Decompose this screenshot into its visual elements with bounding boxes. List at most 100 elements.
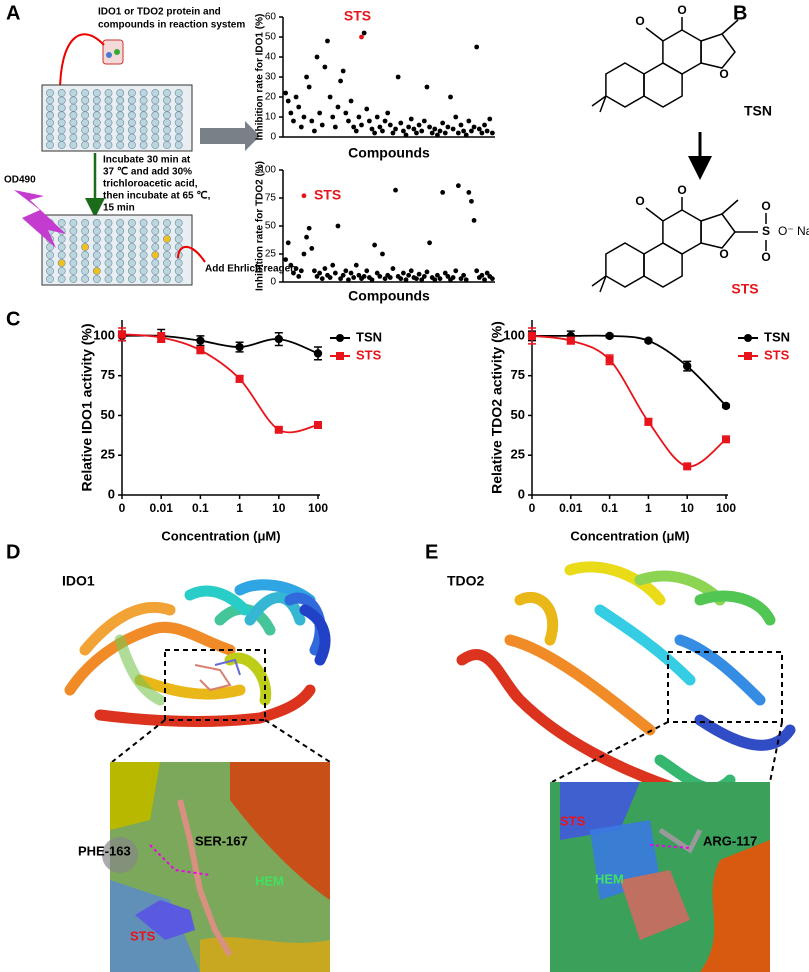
well — [69, 89, 78, 97]
atom: O — [677, 183, 686, 197]
well — [174, 259, 183, 267]
well — [69, 141, 78, 149]
well — [163, 133, 171, 142]
structure-name: STS — [731, 281, 758, 297]
point — [361, 30, 367, 36]
well — [139, 259, 148, 267]
point — [338, 276, 343, 282]
point — [440, 120, 446, 126]
well — [174, 126, 183, 135]
point — [448, 94, 453, 100]
reagent-text: Add Ehrlich'reagen — [205, 264, 296, 275]
y-tick-label: 75 — [511, 367, 525, 382]
well — [127, 141, 136, 149]
well — [104, 275, 113, 283]
point — [429, 130, 435, 136]
legend-label: STS — [764, 347, 790, 362]
point — [380, 251, 385, 257]
well — [104, 259, 113, 267]
point — [306, 84, 312, 90]
y-tick-label: 0 — [270, 277, 276, 288]
point — [482, 277, 487, 283]
point — [406, 272, 412, 278]
well — [92, 133, 101, 142]
marker — [235, 374, 244, 383]
point — [296, 104, 302, 110]
well — [69, 243, 78, 251]
well — [174, 96, 183, 105]
well — [151, 251, 160, 259]
legend-marker — [744, 352, 752, 360]
ligand — [620, 870, 690, 940]
protein-name: IDO1 — [62, 573, 95, 589]
point — [374, 114, 380, 120]
well — [139, 251, 148, 259]
point — [335, 223, 341, 229]
point — [469, 128, 474, 134]
point — [455, 183, 461, 189]
well — [81, 89, 89, 97]
marker — [196, 336, 205, 345]
point — [283, 90, 289, 96]
zoom-view — [102, 762, 330, 972]
well — [57, 118, 66, 127]
point — [435, 272, 440, 278]
zoom-view — [550, 782, 770, 972]
point — [442, 270, 448, 276]
well — [69, 118, 78, 127]
point — [437, 128, 443, 134]
marker — [683, 361, 692, 371]
point — [453, 268, 459, 274]
wells — [46, 89, 183, 149]
bond — [599, 95, 607, 113]
y-tick-label: 30 — [265, 72, 277, 83]
well — [151, 89, 160, 97]
well — [127, 227, 136, 235]
well — [92, 275, 101, 283]
well — [104, 141, 113, 149]
point — [411, 126, 417, 132]
well — [163, 259, 171, 267]
point — [450, 275, 456, 280]
point — [291, 118, 296, 124]
point — [445, 274, 451, 279]
point — [369, 277, 375, 283]
residue-label: PHE-163 — [78, 843, 131, 858]
point — [332, 124, 338, 130]
point — [283, 257, 289, 262]
well — [127, 275, 136, 283]
well — [163, 111, 171, 120]
point — [319, 122, 325, 128]
well — [46, 267, 54, 275]
point — [400, 270, 406, 276]
point — [338, 78, 343, 84]
point — [351, 275, 357, 280]
marker — [314, 421, 322, 429]
point — [471, 218, 477, 223]
well — [116, 251, 125, 259]
well — [81, 141, 89, 149]
well — [104, 133, 113, 142]
atom: O — [719, 247, 728, 261]
x-tick-label: 10 — [681, 501, 695, 515]
point — [325, 38, 330, 44]
well — [57, 259, 66, 267]
ring — [605, 62, 645, 108]
well — [92, 219, 101, 227]
point — [395, 74, 401, 80]
point — [453, 114, 459, 120]
x-tick-label: 1 — [236, 501, 243, 515]
well — [69, 96, 78, 105]
well — [57, 267, 66, 275]
legend-label: TSN — [764, 329, 790, 344]
well — [46, 89, 54, 97]
point — [317, 270, 323, 276]
point — [319, 276, 325, 282]
well — [69, 111, 78, 120]
well — [163, 126, 171, 135]
point — [372, 242, 378, 248]
ring — [643, 242, 683, 288]
well — [81, 259, 89, 267]
well — [81, 243, 89, 251]
well — [69, 133, 78, 142]
